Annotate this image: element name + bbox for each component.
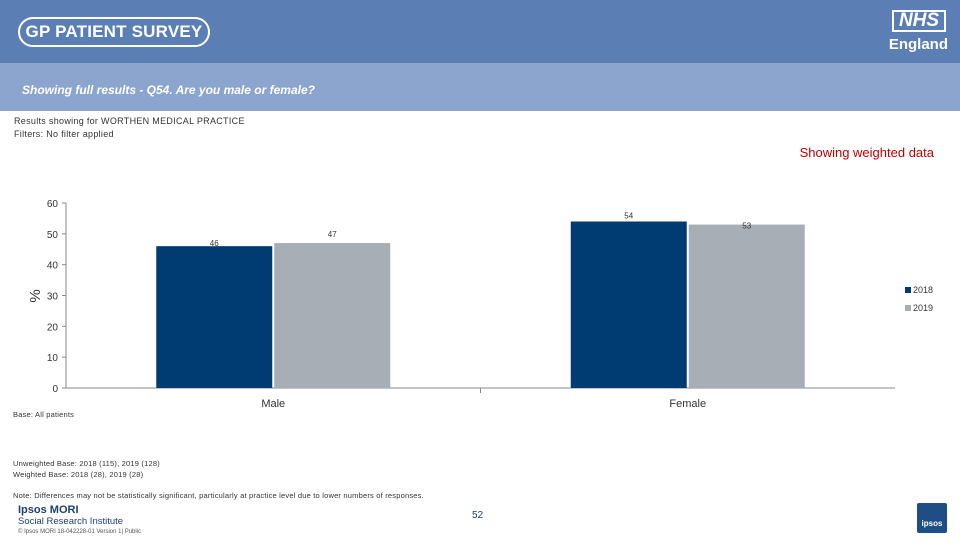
nhs-england-text: England — [888, 36, 948, 53]
question-title: Showing full results - Q54. Are you male… — [22, 83, 315, 97]
y-tick-label: 0 — [52, 384, 58, 395]
ipsos-logo-icon: ipsos — [917, 503, 947, 533]
page-number: 52 — [472, 510, 484, 521]
significance-note: Note: Differences may not be statistical… — [13, 491, 424, 500]
y-tick-label: 30 — [47, 292, 59, 303]
social-research-institute: Social Research Institute — [18, 516, 124, 527]
gp-patient-survey-logo: GP PATIENT SURVEY — [18, 17, 210, 47]
weighted-base: Weighted Base: 2018 (28), 2019 (28) — [13, 470, 144, 479]
nhs-logo: NHS — [892, 10, 946, 32]
filters-text: Filters: No filter applied — [14, 129, 114, 139]
question-bar — [0, 63, 960, 111]
x-category-label: Male — [261, 398, 285, 410]
bar-chart: 0 10 20 30 40 50 60% 46 47 Male 54 53 Female 2018 2019 — [27, 199, 933, 410]
y-tick-label: 50 — [47, 230, 59, 241]
data-label: 53 — [742, 222, 751, 231]
unweighted-base: Unweighted Base: 2018 (115), 2019 (128) — [13, 459, 160, 468]
x-category-label: Female — [669, 398, 706, 410]
legend-swatch-2019 — [905, 305, 911, 311]
weighted-data-label: Showing weighted data — [799, 145, 934, 160]
bar-2019-male — [274, 243, 391, 388]
data-label: 54 — [624, 212, 633, 221]
data-label: 46 — [210, 239, 219, 248]
legend-label: 2018 — [913, 285, 933, 295]
header-bar: GP PATIENT SURVEY NHS England — [0, 0, 960, 63]
results-for-text: Results showing for WORTHEN MEDICAL PRAC… — [14, 116, 245, 126]
legend-label: 2019 — [913, 303, 933, 313]
y-tick-label: 10 — [47, 353, 59, 364]
y-tick-label: 40 — [47, 261, 59, 272]
copyright-text: © Ipsos MORI 18-042228-01 Version 1| Pub… — [18, 529, 142, 535]
base-label: Base: All patients — [13, 410, 75, 419]
y-tick-label: 20 — [47, 322, 59, 333]
legend-swatch-2018 — [905, 287, 911, 293]
bar-2018-female — [570, 221, 687, 388]
y-tick-label: 60 — [47, 199, 59, 210]
y-axis-label: % — [27, 289, 44, 302]
bar-2018-male — [156, 246, 273, 388]
ipsos-mori-logo: Ipsos MORI — [18, 504, 79, 516]
bar-2019-female — [688, 224, 805, 388]
data-label: 47 — [328, 230, 337, 239]
